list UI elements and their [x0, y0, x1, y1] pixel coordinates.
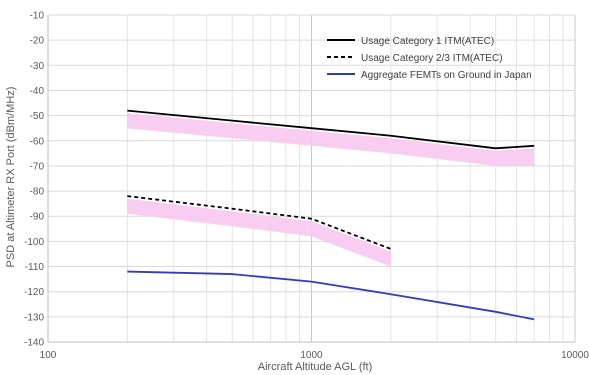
y-tick-label: -80 [30, 187, 45, 198]
y-tick-label: -110 [25, 262, 45, 273]
y-tick-label: -20 [30, 36, 45, 47]
y-tick-label: -130 [24, 312, 44, 323]
series-line-2 [127, 195, 392, 250]
y-tick-label: -60 [30, 136, 45, 147]
series-lines [127, 109, 535, 321]
tick-labels: -10 -20 -30 -40 -50 -60 -70 -80 -90 -100 -110 -120 -… [24, 11, 589, 362]
y-axis-title: PSD at Altimeter RX Port (dBm/MHz) [5, 87, 17, 268]
y-tick-label: -30 [30, 61, 45, 72]
series-line-3 [127, 270, 535, 321]
x-tick-label: 10000 [561, 350, 589, 361]
y-tick-label: -140 [24, 338, 44, 349]
series-line-1 [127, 109, 535, 150]
legend-label-series-3: Aggregate FEMTs on Ground in Japan [361, 70, 532, 81]
band-2 [127, 198, 391, 267]
band-1 [127, 113, 535, 166]
legend-label-series-2: Usage Category 2/3 ITM(ATEC) [361, 53, 503, 64]
y-tick-label: -40 [30, 86, 45, 97]
y-tick-label: -120 [24, 287, 44, 298]
confidence-bands [127, 113, 535, 267]
grid-lines [47, 14, 576, 343]
x-tick-label: 1000 [300, 350, 323, 361]
legend-label-series-1: Usage Category 1 ITM(ATEC) [361, 36, 494, 47]
y-tick-label: -100 [24, 237, 44, 248]
y-tick-label: -90 [30, 212, 45, 223]
legend: Usage Category 1 ITM(ATEC) Usage Categor… [327, 36, 532, 81]
y-tick-label: -10 [30, 11, 45, 22]
x-axis-title: Aircraft Altitude AGL (ft) [258, 361, 373, 373]
y-tick-label: -50 [30, 111, 45, 122]
y-tick-label: -70 [30, 161, 45, 172]
x-tick-label: 100 [40, 350, 57, 361]
axes [47, 15, 575, 343]
